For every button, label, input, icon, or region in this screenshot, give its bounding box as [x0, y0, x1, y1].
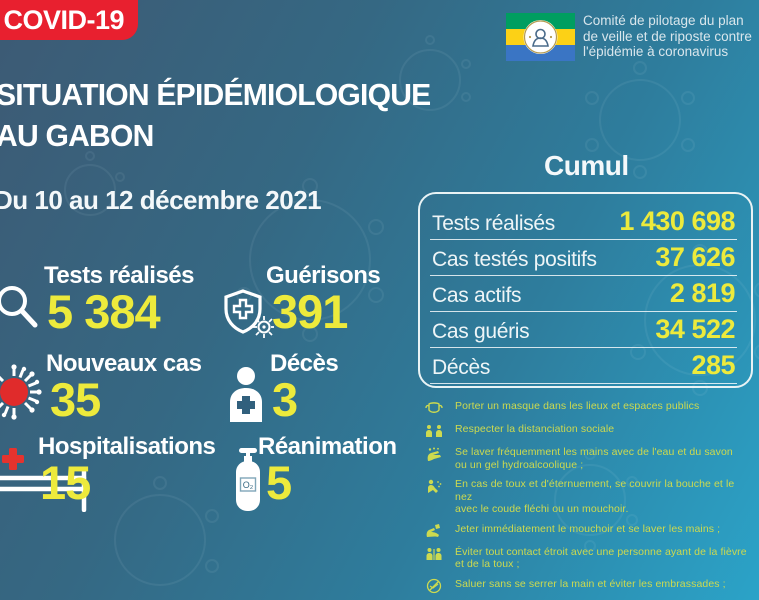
tissue-icon	[424, 523, 444, 539]
avoid-contact-icon	[424, 546, 444, 562]
guideline-mask: Porter un masque dans les lieux et espac…	[424, 400, 754, 416]
stat-hospital-label: Hospitalisations	[38, 433, 216, 460]
committee-name-line1: Comité de pilotage du plan	[583, 13, 744, 28]
no-handshake-icon	[424, 578, 444, 594]
guideline-text: Respecter la distanciation sociale	[455, 423, 615, 435]
stat-deaths-value: 3	[272, 373, 298, 426]
svg-text:O₂: O₂	[243, 480, 254, 490]
stat-recovered-value: 391	[272, 285, 348, 338]
row-label: Tests réalisés	[432, 212, 556, 235]
page-title: SITUATION ÉPIDÉMIOLOGIQUE AU GABON	[0, 74, 431, 156]
covid19-badge-label: COVID-19	[3, 4, 124, 35]
prevention-guidelines: Porter un masque dans les lieux et espac…	[424, 400, 754, 600]
social-distancing-icon	[424, 423, 444, 439]
guideline-text: En cas de toux et d'éternuement, se couv…	[455, 478, 735, 515]
stat-tests-value: 5 384	[47, 285, 161, 338]
row-label: Cas actifs	[432, 284, 522, 307]
guideline-text: Saluer sans se serrer la main et éviter …	[455, 577, 726, 590]
shield-cross-icon	[224, 289, 274, 338]
hospital-bed-icon	[0, 448, 87, 512]
magnifier-icon	[0, 286, 38, 328]
page-title-line2: AU GABON	[0, 118, 154, 153]
person-cross-icon	[230, 367, 262, 422]
guideline-cough-elbow: En cas de toux et d'éternuement, se couv…	[424, 478, 754, 516]
stat-newcases-value: 35	[50, 373, 101, 426]
cumulative-title: Cumul	[544, 150, 629, 181]
covid19-badge: COVID-19	[0, 0, 138, 40]
guideline-text: Éviter tout contact étroit avec une pers…	[455, 545, 747, 571]
row-value: 34 522	[655, 314, 735, 344]
wash-hands-icon	[424, 446, 444, 462]
row-value: 2 819	[669, 278, 736, 308]
stat-recovered-label: Guérisons	[266, 262, 381, 289]
row-label: Cas testés positifs	[432, 248, 597, 271]
committee-logo: Comité de pilotage du plan de veille et …	[506, 13, 752, 61]
cough-elbow-icon	[424, 478, 444, 494]
committee-name-line3: l'épidémie à coronavirus	[583, 44, 729, 59]
cumulative-table: Tests réalisés 1 430 698 Cas testés posi…	[418, 192, 753, 388]
gabon-flag-icon	[506, 13, 575, 61]
page-title-line1: SITUATION ÉPIDÉMIOLOGIQUE	[0, 77, 431, 112]
row-value: 1 430 698	[619, 206, 735, 236]
guideline-text: Se laver fréquemment les mains avec de l…	[455, 446, 733, 471]
table-row-recovered: Cas guéris 34 522	[430, 312, 737, 348]
stat-icu-label: Réanimation	[258, 433, 397, 460]
stat-icu-value: 5	[266, 456, 292, 509]
guideline-text: Jeter immédiatement le mouchoir et se la…	[455, 522, 721, 535]
table-row-deaths: Décès 285	[430, 348, 737, 384]
guideline-text: Porter un masque dans les lieux et espac…	[455, 400, 700, 412]
oxygen-tank-icon: O₂	[236, 448, 260, 511]
table-row-tests: Tests réalisés 1 430 698	[430, 204, 737, 240]
guideline-no-handshake: Saluer sans se serrer la main et éviter …	[424, 578, 754, 594]
guideline-tissue: Jeter immédiatement le mouchoir et se la…	[424, 523, 754, 539]
table-row-positive: Cas testés positifs 37 626	[430, 240, 737, 276]
row-label: Décès	[432, 356, 491, 379]
committee-name: Comité de pilotage du plan de veille et …	[583, 13, 752, 61]
row-value: 285	[691, 350, 735, 380]
virus-icon	[0, 364, 42, 420]
row-label: Cas guéris	[432, 320, 530, 343]
guideline-wash-hands: Se laver fréquemment les mains avec de l…	[424, 446, 754, 471]
table-row-active: Cas actifs 2 819	[430, 276, 737, 312]
stat-tests-label: Tests réalisés	[44, 262, 195, 289]
reporting-period: Du 10 au 12 décembre 2021	[0, 185, 322, 215]
guideline-distancing: Respecter la distanciation sociale	[424, 423, 754, 439]
mask-icon	[424, 400, 444, 416]
stat-hospital-value: 15	[40, 456, 91, 509]
stat-deaths-label: Décès	[270, 350, 339, 377]
row-value: 37 626	[655, 242, 735, 272]
stat-newcases-label: Nouveaux cas	[46, 350, 202, 377]
committee-name-line2: de veille et de riposte contre	[583, 28, 752, 44]
guideline-avoid-contact: Éviter tout contact étroit avec une pers…	[424, 546, 754, 571]
